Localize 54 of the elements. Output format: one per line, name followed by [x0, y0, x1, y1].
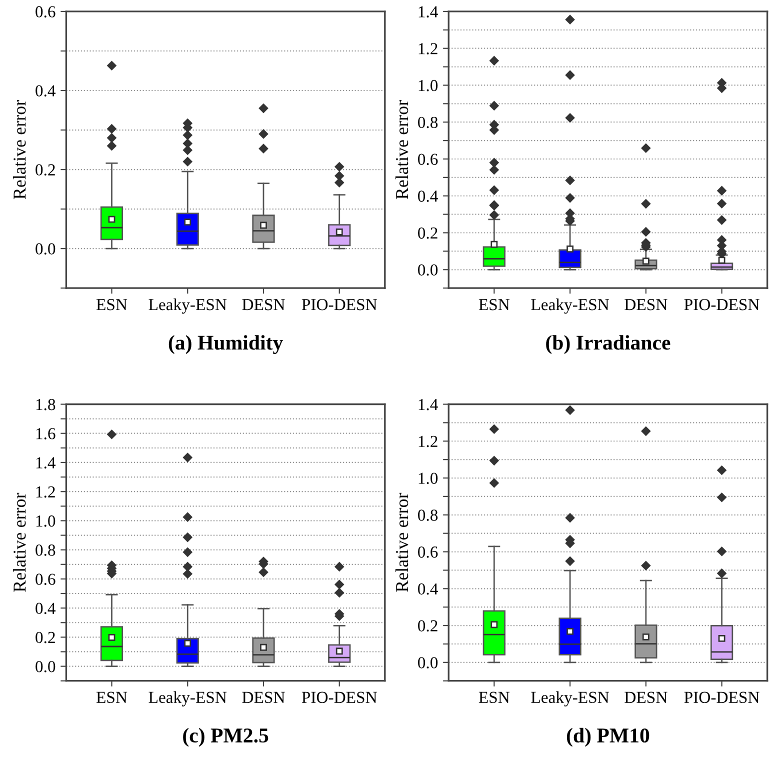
y-tick-label: 0.4 — [36, 85, 56, 97]
x-tick-label: ESN — [478, 299, 510, 310]
y-tick-label: 1.0 — [418, 80, 438, 92]
y-tick-label: 1.2 — [418, 43, 438, 54]
y-tick-label: 1.2 — [36, 486, 55, 498]
y-tick-label: 0.6 — [418, 546, 438, 558]
x-tick-label: ESN — [96, 692, 128, 703]
y-tick-label: 0.2 — [418, 620, 438, 632]
x-tick-label: ESN — [96, 299, 128, 310]
x-tick-label: DESN — [242, 299, 285, 310]
text: (c) PM2.5 — [183, 728, 268, 747]
y-tick-label: 0.0 — [36, 660, 56, 672]
x-tick-label: Leaky-ESN — [148, 691, 227, 706]
y-axis-title: Relative error — [395, 492, 408, 592]
x-tick-label: DESN — [624, 299, 668, 310]
y-tick-label: 1.4 — [418, 6, 438, 18]
y-tick-label: 0.2 — [36, 632, 55, 644]
y-tick-label: 1.4 — [418, 399, 438, 410]
x-tick-label: Leaky-ESN — [531, 691, 609, 706]
y-tick-label: 1.4 — [36, 457, 56, 468]
y-tick-label: 0.6 — [36, 574, 56, 585]
text: (b) Irradiance — [546, 335, 670, 354]
y-tick-label: 0.2 — [36, 164, 55, 176]
y-axis-title: Relative error — [13, 100, 26, 200]
y-tick-label: 1.8 — [36, 398, 56, 410]
y-tick-label: 0.0 — [418, 264, 438, 276]
y-tick-label: 0.8 — [36, 544, 56, 556]
x-tick-label: PIO-DESN — [302, 692, 377, 703]
y-tick-label: 0.6 — [36, 6, 56, 18]
y-tick-label: 0.0 — [418, 657, 438, 668]
x-tick-label: Leaky-ESN — [148, 298, 227, 314]
x-tick-label: ESN — [478, 692, 510, 703]
x-tick-label: DESN — [624, 692, 668, 703]
x-tick-label: PIO-DESN — [684, 692, 760, 703]
y-tick-label: 0.2 — [418, 227, 438, 239]
y-tick-label: 0.4 — [36, 602, 56, 614]
y-tick-label: 0.6 — [418, 154, 438, 166]
y-tick-label: 1.2 — [418, 436, 438, 448]
y-tick-label: 1.0 — [36, 515, 56, 527]
y-tick-label: 1.6 — [36, 428, 56, 440]
x-tick-label: PIO-DESN — [302, 299, 377, 310]
text: (a) Humidity — [168, 335, 283, 354]
y-axis-title: Relative error — [395, 100, 408, 200]
y-axis-title: Relative error — [13, 492, 26, 592]
y-tick-label: 0.4 — [418, 583, 438, 595]
x-tick-label: PIO-DESN — [684, 299, 760, 310]
y-tick-label: 0.0 — [36, 243, 56, 255]
y-tick-label: 0.8 — [418, 510, 438, 521]
y-tick-label: 0.8 — [418, 116, 438, 128]
y-tick-label: 1.0 — [418, 472, 438, 484]
x-tick-label: Leaky-ESN — [531, 298, 609, 314]
x-tick-label: DESN — [242, 692, 285, 703]
text: (d) PM10 — [566, 728, 650, 747]
y-tick-label: 0.4 — [418, 190, 438, 202]
